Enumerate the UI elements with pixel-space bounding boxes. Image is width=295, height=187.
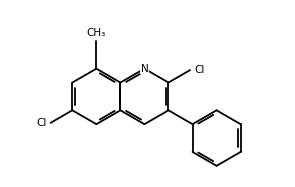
Text: Cl: Cl	[194, 65, 204, 75]
Text: Cl: Cl	[37, 118, 47, 128]
Text: CH₃: CH₃	[87, 28, 106, 38]
Text: N: N	[141, 64, 148, 74]
